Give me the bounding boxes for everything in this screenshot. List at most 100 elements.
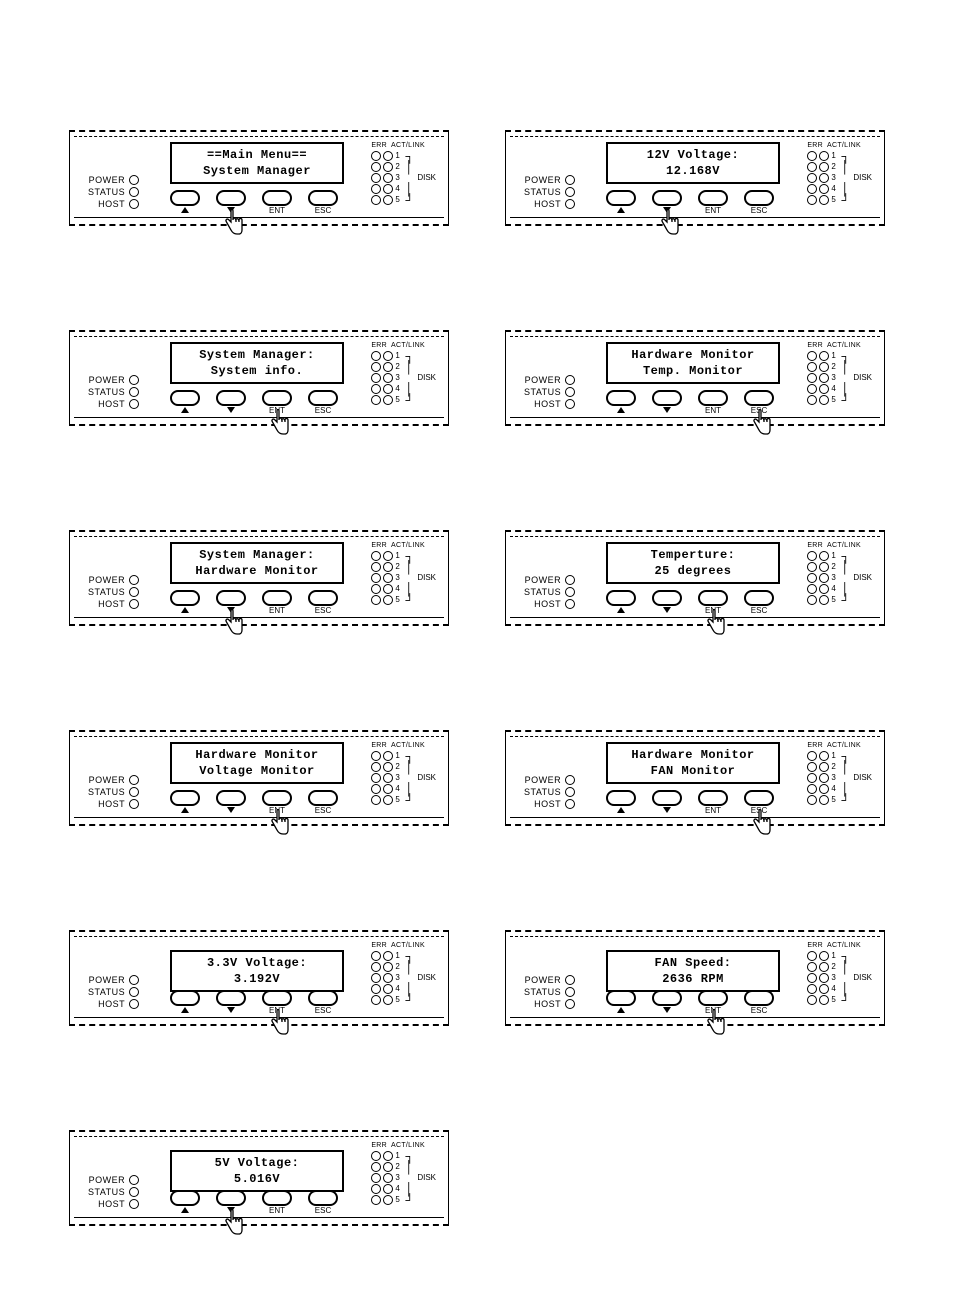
esc-button[interactable]: ESC bbox=[308, 790, 338, 815]
pointer-hand-icon bbox=[222, 1208, 244, 1238]
status-leds: POWERSTATUSHOST bbox=[524, 574, 575, 610]
down-button[interactable] bbox=[652, 590, 682, 615]
up-button[interactable] bbox=[170, 390, 200, 415]
lcd-line1: 3.3V Voltage: bbox=[207, 955, 307, 971]
disk-number: 2 bbox=[395, 962, 403, 971]
down-button[interactable] bbox=[216, 990, 246, 1015]
status-led-indicator bbox=[129, 775, 139, 785]
status-led-label: STATUS bbox=[88, 787, 125, 797]
pointer-hand-icon bbox=[268, 808, 290, 838]
disk-number: 4 bbox=[831, 384, 839, 393]
disk-number: 4 bbox=[831, 784, 839, 793]
button-pill bbox=[262, 590, 292, 606]
down-button[interactable] bbox=[652, 790, 682, 815]
lcd-line1: 5V Voltage: bbox=[215, 1155, 300, 1171]
button-row: ENTESC bbox=[606, 790, 774, 815]
button-row: ENT ESC bbox=[170, 190, 338, 215]
ent-button[interactable]: ENT bbox=[698, 790, 728, 815]
button-label: ESC bbox=[751, 207, 767, 215]
disk-number: 5 bbox=[395, 995, 403, 1004]
disk-label: DISK bbox=[853, 573, 872, 582]
button-label: ESC bbox=[315, 407, 331, 415]
disk-act-led bbox=[383, 595, 393, 605]
pointer-hand-icon bbox=[750, 808, 772, 838]
disk-act-led bbox=[383, 995, 393, 1005]
up-button[interactable] bbox=[170, 590, 200, 615]
ent-button[interactable]: ENT bbox=[262, 190, 292, 215]
status-led-label: HOST bbox=[534, 799, 561, 809]
up-button[interactable] bbox=[170, 190, 200, 215]
lcd-line1: System Manager: bbox=[199, 547, 315, 563]
disk-act-led bbox=[383, 395, 393, 405]
up-button[interactable] bbox=[170, 1190, 200, 1215]
esc-button[interactable]: ESC bbox=[308, 190, 338, 215]
esc-button[interactable]: ESC bbox=[308, 1190, 338, 1215]
down-button[interactable] bbox=[652, 990, 682, 1015]
disk-number: 2 bbox=[831, 362, 839, 371]
disk-err-led bbox=[807, 795, 817, 805]
button-label bbox=[617, 407, 625, 415]
status-led-label: STATUS bbox=[524, 587, 561, 597]
ent-button[interactable]: ENT bbox=[698, 190, 728, 215]
ent-button[interactable]: ENT bbox=[262, 590, 292, 615]
button-label bbox=[663, 607, 671, 615]
device-panel: POWERSTATUSHOSTSystem Manager:System inf… bbox=[69, 330, 449, 426]
disk-number: 2 bbox=[395, 362, 403, 371]
disk-number: 5 bbox=[395, 1195, 403, 1204]
esc-button[interactable]: ESC bbox=[744, 590, 774, 615]
up-button[interactable] bbox=[606, 990, 636, 1015]
pointer-hand-icon bbox=[268, 408, 290, 438]
status-led-indicator bbox=[565, 187, 575, 197]
esc-button[interactable]: ESC bbox=[744, 990, 774, 1015]
lcd-display: 3.3V Voltage:3.192V bbox=[170, 950, 344, 992]
status-leds: POWERSTATUSHOST bbox=[88, 174, 139, 210]
lcd-line1: ==Main Menu== bbox=[207, 147, 307, 163]
up-button[interactable] bbox=[606, 390, 636, 415]
disk-act-led bbox=[819, 395, 829, 405]
up-button[interactable] bbox=[170, 790, 200, 815]
disk-act-led bbox=[819, 795, 829, 805]
esc-button[interactable]: ESC bbox=[308, 990, 338, 1015]
disk-number: 5 bbox=[395, 595, 403, 604]
button-pill bbox=[308, 190, 338, 206]
up-button[interactable] bbox=[606, 590, 636, 615]
disk-number: 2 bbox=[831, 962, 839, 971]
disk-err-led bbox=[807, 595, 817, 605]
esc-button[interactable]: ESC bbox=[308, 590, 338, 615]
disk-number: 2 bbox=[395, 1162, 403, 1171]
button-label: ESC bbox=[315, 207, 331, 215]
disk-header: ACT/LINK bbox=[827, 142, 861, 149]
up-button[interactable] bbox=[606, 190, 636, 215]
disk-number: 2 bbox=[395, 562, 403, 571]
disk-number: 5 bbox=[395, 395, 403, 404]
down-button[interactable] bbox=[652, 390, 682, 415]
up-button[interactable] bbox=[170, 990, 200, 1015]
down-button[interactable] bbox=[216, 390, 246, 415]
status-led-indicator bbox=[565, 199, 575, 209]
disk-label: DISK bbox=[417, 1173, 436, 1182]
disk-number: 4 bbox=[395, 784, 403, 793]
button-pill bbox=[606, 390, 636, 406]
disk-err-led bbox=[807, 773, 817, 783]
disk-err-led bbox=[807, 373, 817, 383]
esc-button[interactable]: ESC bbox=[308, 390, 338, 415]
esc-button[interactable]: ESC bbox=[744, 190, 774, 215]
ent-button[interactable]: ENT bbox=[262, 1190, 292, 1215]
button-label bbox=[617, 607, 625, 615]
disk-number: 3 bbox=[395, 773, 403, 782]
ent-button[interactable]: ENT bbox=[698, 390, 728, 415]
disk-err-led bbox=[371, 1151, 381, 1161]
status-led-indicator bbox=[129, 1199, 139, 1209]
button-label: ENT bbox=[269, 1207, 285, 1215]
device-panel: POWERSTATUSHOST12V Voltage:12.168VENTESC… bbox=[505, 130, 885, 226]
status-led-label: POWER bbox=[89, 575, 126, 585]
disk-leds: ERRACT/LINK1┐2│3DISK4│5┘ bbox=[371, 142, 436, 205]
disk-act-led bbox=[383, 751, 393, 761]
disk-act-led bbox=[819, 184, 829, 194]
up-button[interactable] bbox=[606, 790, 636, 815]
lcd-display: Hardware MonitorFAN Monitor bbox=[606, 742, 780, 784]
status-led-label: HOST bbox=[534, 599, 561, 609]
down-button[interactable] bbox=[216, 790, 246, 815]
button-label: ENT bbox=[705, 207, 721, 215]
disk-act-led bbox=[383, 762, 393, 772]
